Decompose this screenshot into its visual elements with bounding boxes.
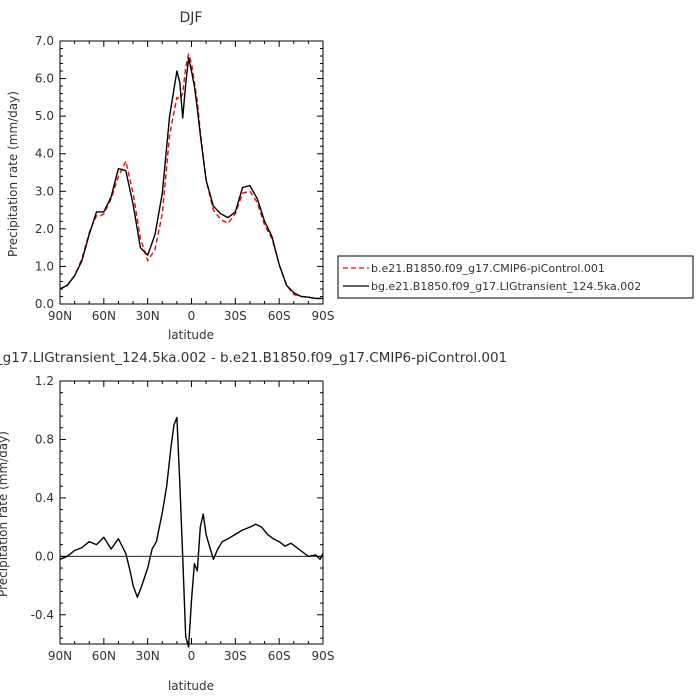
legend-box <box>337 255 694 299</box>
x-tick-label: 90S <box>312 649 335 663</box>
panel-title: DJF <box>180 10 203 26</box>
x-tick-label: 0 <box>188 309 196 323</box>
x-tick-label: 30S <box>224 309 247 323</box>
series-line-0 <box>59 416 324 648</box>
x-tick-label: 30N <box>136 649 160 663</box>
climatology-panel: DJF Precipitation rate (mm/day) latitude… <box>6 10 334 342</box>
x-tick-label: 60N <box>92 649 116 663</box>
x-tick-label: 60S <box>268 649 291 663</box>
x-axis-label: latitude <box>168 328 214 342</box>
y-tick-label: 3.0 <box>35 184 54 198</box>
difference-panel: bg.e21.B1850.f09_g17.LIGtransient_124.5k… <box>0 350 507 693</box>
y-tick-label: 4.0 <box>35 147 54 161</box>
legend-entry-piControl: b.e21.B1850.f09_g17.CMIP6-piControl.001 <box>371 262 605 275</box>
x-tick-label: 90S <box>312 309 335 323</box>
x-tick-label: 60N <box>92 309 116 323</box>
series-line-0 <box>59 53 323 300</box>
y-axis-label: Precipitation rate (mm/day) <box>6 91 20 257</box>
legend: b.e21.B1850.f09_g17.CMIP6-piControl.001 … <box>337 255 694 299</box>
legend-entry-LIGtransient: bg.e21.B1850.f09_g17.LIGtransient_124.5k… <box>371 280 641 293</box>
plot-frame <box>59 40 324 305</box>
y-tick-label: 5.0 <box>35 109 54 123</box>
y-tick-label: 0.4 <box>35 491 54 505</box>
y-tick-label: 7.0 <box>35 34 54 48</box>
y-tick-label: -0.4 <box>31 608 54 622</box>
y-tick-label: 1.2 <box>35 374 54 388</box>
y-axis-label: Precipitation rate (mm/day) <box>0 431 10 597</box>
x-tick-label: 60S <box>268 309 291 323</box>
x-axis-label: latitude <box>168 679 214 693</box>
y-tick-label: 0.0 <box>35 297 54 311</box>
panel-title: bg.e21.B1850.f09_g17.LIGtransient_124.5k… <box>0 350 507 366</box>
x-tick-label: 90N <box>48 649 72 663</box>
y-tick-label: 2.0 <box>35 222 54 236</box>
y-tick-label: 1.0 <box>35 259 54 273</box>
series-line-1 <box>59 57 323 300</box>
y-tick-label: 6.0 <box>35 72 54 86</box>
x-tick-label: 30N <box>136 309 160 323</box>
y-tick-label: 0.0 <box>35 549 54 563</box>
x-tick-label: 30S <box>224 649 247 663</box>
y-tick-label: 0.8 <box>35 432 54 446</box>
x-tick-label: 90N <box>48 309 72 323</box>
x-tick-label: 0 <box>188 649 196 663</box>
